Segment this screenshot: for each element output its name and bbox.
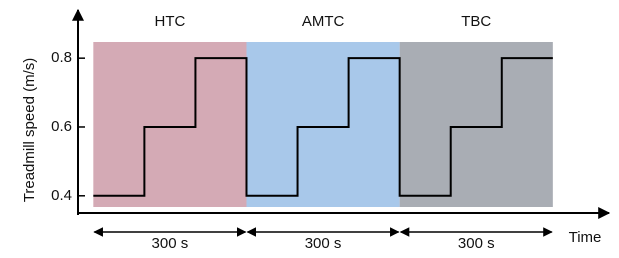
speed-line [93,57,553,197]
y-tick-label: 0.8 [51,49,72,66]
duration-label: 300 s [152,235,189,252]
region [399,42,553,207]
region-label: AMTC [302,13,345,30]
region [246,42,400,207]
region [93,42,247,207]
region-label: TBC [461,13,491,30]
region-label: HTC [154,13,185,30]
y-tick-label: 0.6 [51,118,72,135]
plot [93,57,553,197]
y-axis-label: Treadmill speed (m/s) [21,58,38,202]
duration-label: 300 s [458,235,495,252]
y-tick-label: 0.4 [51,187,72,204]
duration-label: 300 s [305,235,342,252]
x-axis-label: Time [569,229,602,246]
regions [93,42,553,207]
